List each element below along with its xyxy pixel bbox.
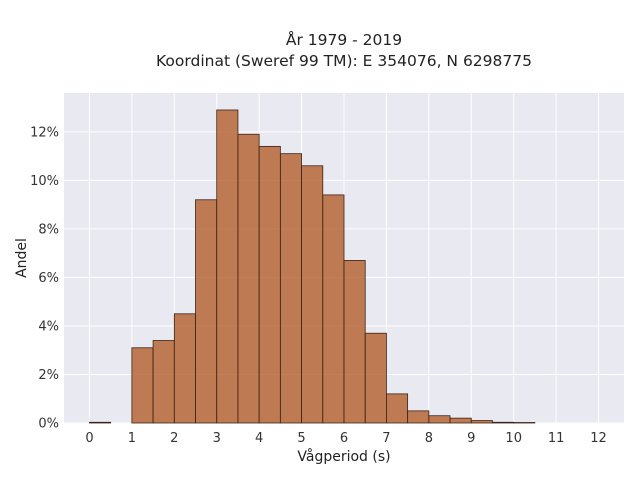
histogram-bar <box>407 410 430 424</box>
y-axis-ticks: 0% 2% 4% 6% 8% 10% 12% <box>30 125 59 431</box>
y-tick-label: 4% <box>38 319 59 334</box>
x-tick-label: 6 <box>340 431 348 446</box>
y-axis-label: Andel <box>14 238 30 278</box>
x-tick-label: 3 <box>213 431 221 446</box>
histogram-bar <box>152 340 175 424</box>
histogram-bar <box>386 393 409 424</box>
histogram-bar <box>89 421 112 424</box>
x-tick-label: 7 <box>382 431 390 446</box>
y-tick-label: 0% <box>38 417 59 432</box>
x-tick-label: 0 <box>85 431 93 446</box>
x-axis-ticks: 0 1 2 3 4 5 6 7 8 9 10 11 12 <box>85 431 607 446</box>
x-tick-label: 12 <box>590 431 607 446</box>
histogram-bar <box>343 260 366 424</box>
x-tick-label: 4 <box>255 431 263 446</box>
x-tick-label: 11 <box>548 431 565 446</box>
y-tick-label: 2% <box>38 368 59 383</box>
y-tick-label: 6% <box>38 271 59 286</box>
histogram-bar <box>470 420 493 424</box>
x-axis-label: Vågperiod (s) <box>297 448 390 465</box>
x-tick-label: 9 <box>467 431 475 446</box>
histogram-bar <box>173 313 196 424</box>
x-tick-label: 2 <box>170 431 178 446</box>
x-tick-label: 10 <box>505 431 522 446</box>
y-tick-label: 8% <box>38 222 59 237</box>
y-tick-label: 10% <box>30 174 59 189</box>
histogram-bar <box>279 153 302 424</box>
histogram-bar <box>195 199 218 424</box>
histogram-bar <box>364 332 387 424</box>
histogram-bar <box>428 415 451 424</box>
chart-title-line-2: Koordinat (Sweref 99 TM): E 354076, N 62… <box>156 52 532 70</box>
y-tick-label: 12% <box>30 125 59 140</box>
x-tick-label: 5 <box>297 431 305 446</box>
x-tick-label: 8 <box>425 431 433 446</box>
histogram-bar <box>216 109 239 424</box>
histogram-bar <box>131 347 154 424</box>
x-tick-label: 1 <box>128 431 136 446</box>
histogram-bar <box>237 133 260 424</box>
histogram-bar <box>492 421 515 424</box>
chart-title-line-1: År 1979 - 2019 <box>286 30 402 49</box>
histogram-bar <box>301 165 324 424</box>
histogram-bar <box>322 194 345 424</box>
histogram-bar <box>449 417 472 424</box>
histogram-bars <box>89 109 536 424</box>
histogram-bar <box>258 145 281 424</box>
